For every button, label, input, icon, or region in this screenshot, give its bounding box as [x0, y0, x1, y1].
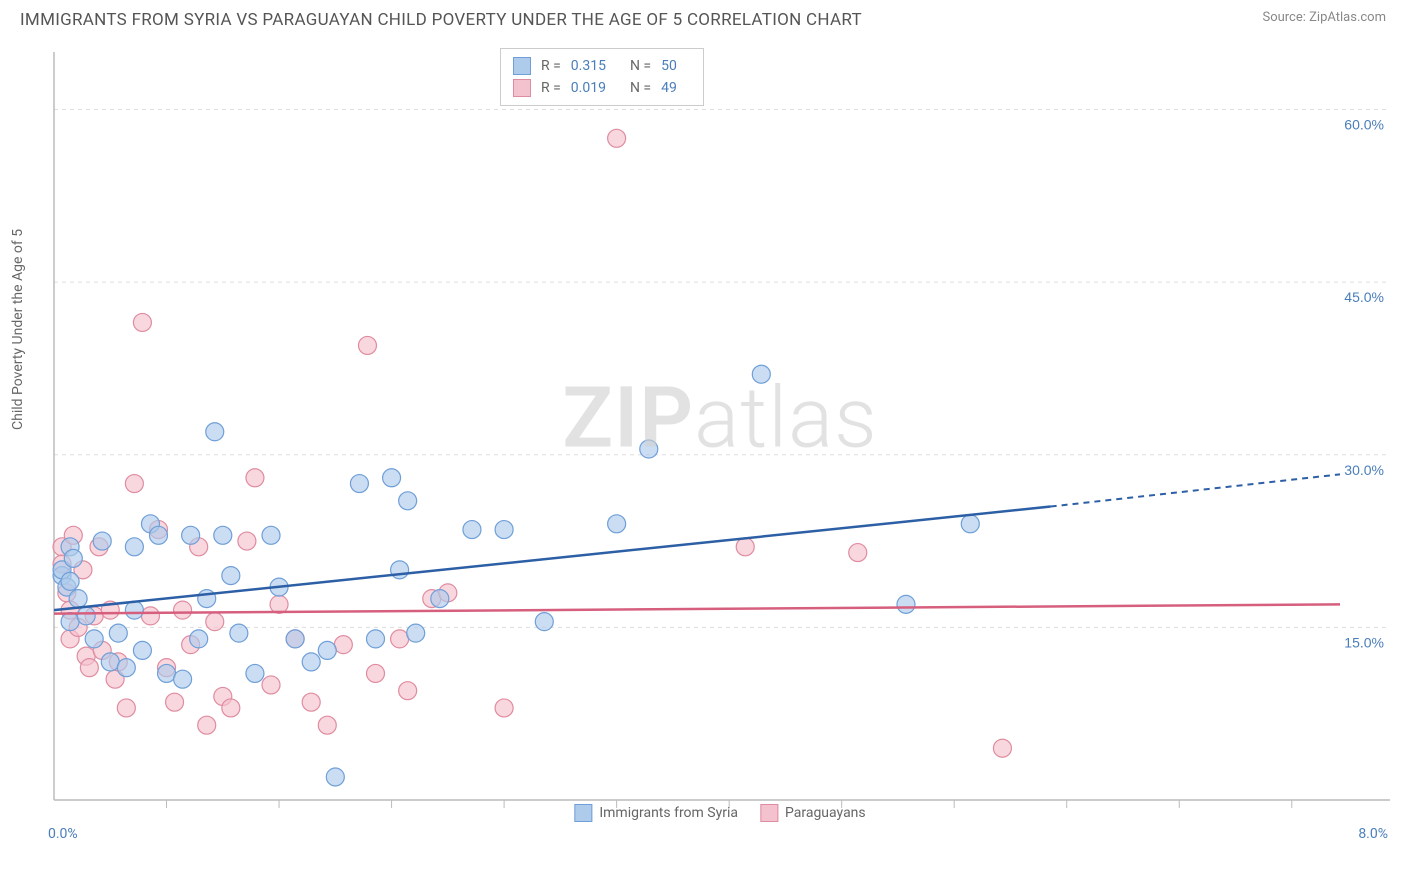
svg-text:60.0%: 60.0%	[1344, 117, 1384, 133]
swatch-bottom-1	[760, 804, 778, 822]
legend-label-0: Immigrants from Syria	[599, 805, 738, 821]
svg-text:45.0%: 45.0%	[1344, 289, 1384, 305]
chart-title: IMMIGRANTS FROM SYRIA VS PARAGUAYAN CHIL…	[20, 10, 862, 30]
n-value-0: 50	[661, 58, 677, 74]
svg-text:30.0%: 30.0%	[1344, 462, 1384, 478]
legend-row-series-1: R = 0.019 N = 49	[513, 77, 691, 99]
correlation-legend: R = 0.315 N = 50 R = 0.019 N = 49	[500, 48, 704, 106]
series-legend: Immigrants from Syria Paraguayans	[574, 804, 865, 822]
chart-area: 15.0%30.0%45.0%60.0% ZIPatlas R = 0.315 …	[50, 48, 1390, 818]
scatter-plot: 15.0% 30.0% 45.0% 60.0%	[50, 48, 1390, 818]
svg-text:15.0%: 15.0%	[1344, 634, 1384, 650]
n-value-1: 49	[661, 80, 677, 96]
swatch-series-0	[513, 57, 531, 75]
legend-item-0: Immigrants from Syria	[574, 804, 738, 822]
x-tick-1: 8.0%	[1358, 826, 1388, 842]
legend-item-1: Paraguayans	[760, 804, 866, 822]
source-attribution: Source: ZipAtlas.com	[1262, 10, 1386, 25]
x-tick-0: 0.0%	[48, 826, 78, 842]
r-value-1: 0.019	[571, 80, 606, 96]
r-value-0: 0.315	[571, 58, 606, 74]
swatch-bottom-0	[574, 804, 592, 822]
legend-label-1: Paraguayans	[785, 805, 866, 821]
legend-row-series-0: R = 0.315 N = 50	[513, 55, 691, 77]
y-axis-label: Child Poverty Under the Age of 5	[10, 229, 26, 430]
swatch-series-1	[513, 79, 531, 97]
